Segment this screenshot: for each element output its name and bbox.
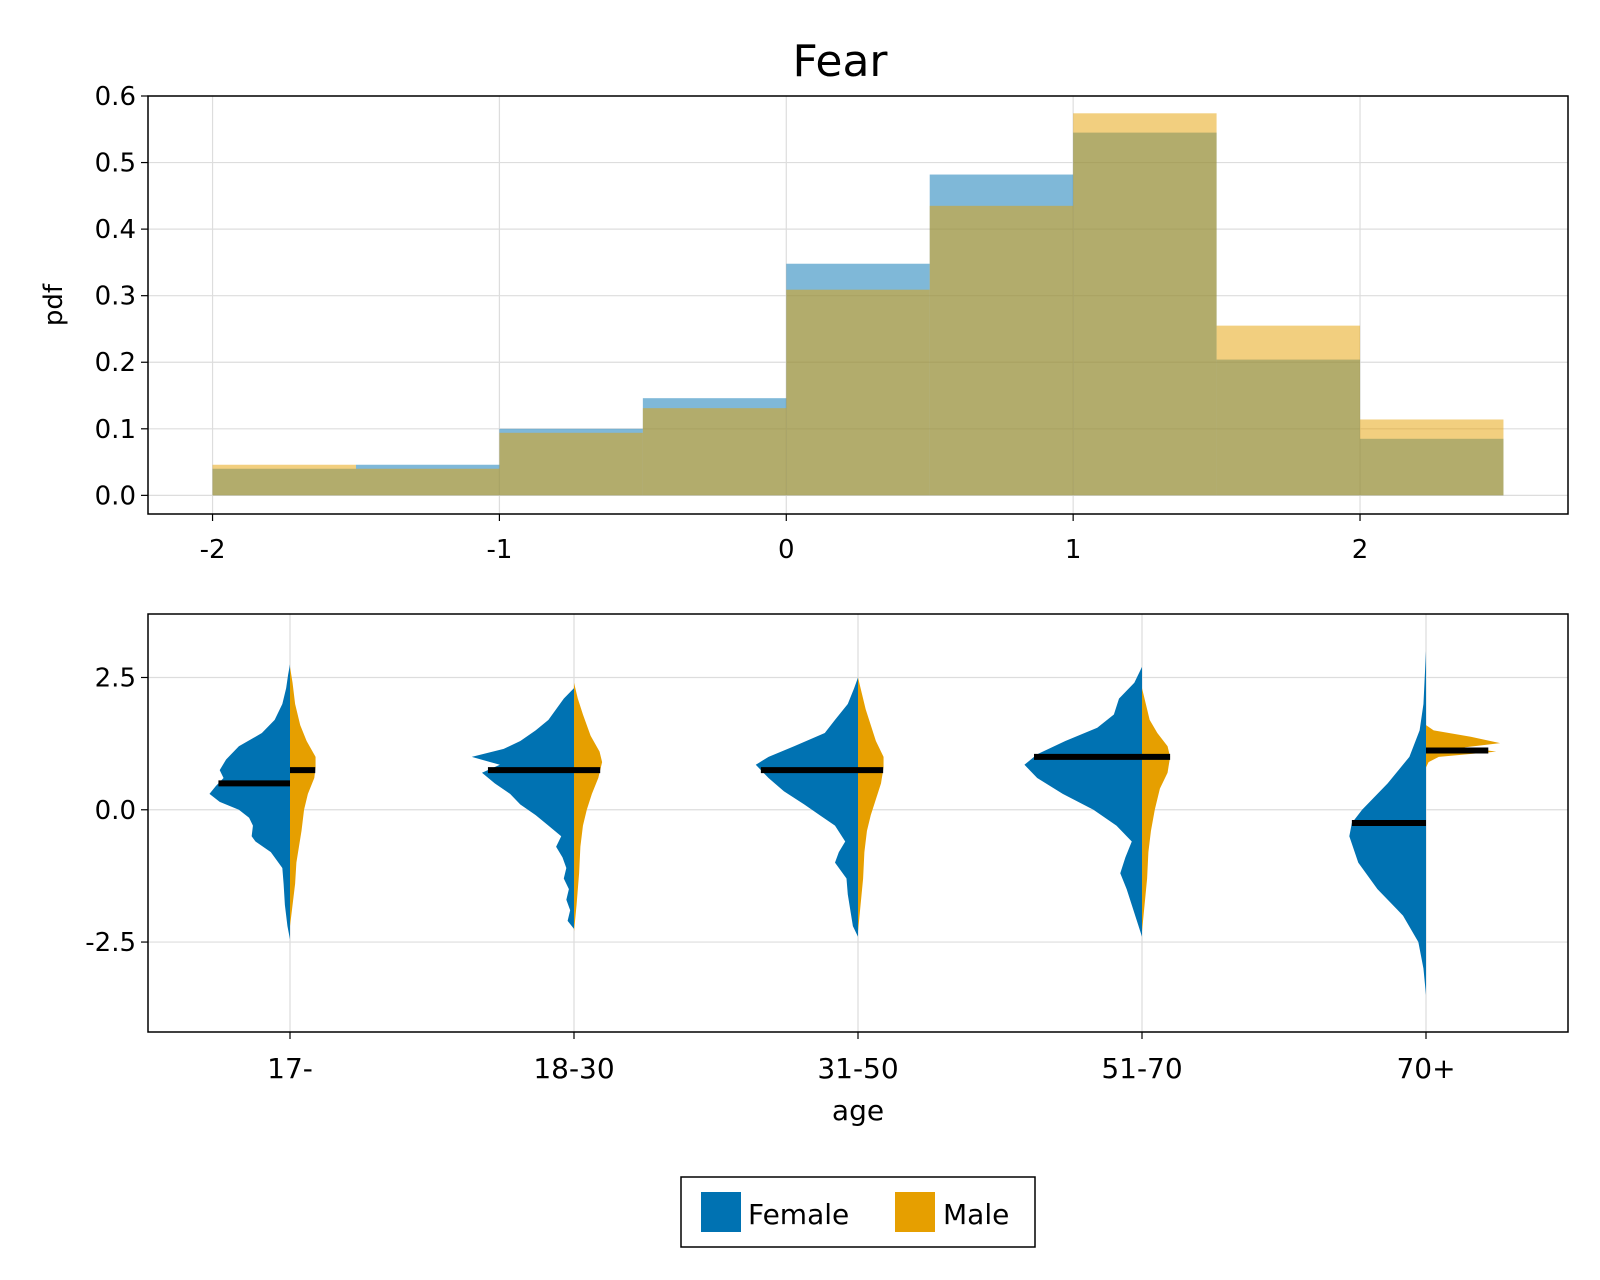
- histogram-frame: [147, 95, 1569, 515]
- violin-x-tick-label: 70+: [1396, 1052, 1455, 1085]
- histogram-x-tick-label: -2: [200, 535, 226, 565]
- histogram-bar-male: [786, 289, 930, 496]
- violin-half-male: [858, 677, 884, 932]
- violin-x-tick-label: 31-50: [817, 1052, 898, 1085]
- histogram-y-tick-label: 0.6: [95, 82, 136, 112]
- legend-box: [680, 1176, 1036, 1248]
- violin-half-female: [755, 677, 858, 937]
- histogram-bar-male: [1360, 419, 1504, 496]
- histogram-x-tick-label: 2: [1352, 535, 1369, 565]
- histogram-y-tick-label: 0.2: [95, 348, 136, 378]
- violin-x-tick-label: 17-: [267, 1052, 313, 1085]
- histogram-bars: [212, 113, 1504, 496]
- histogram-y-tick-label: 0.1: [95, 415, 136, 445]
- histogram-y-tick-label: 0.3: [95, 282, 136, 312]
- histogram-bar-male: [212, 464, 356, 496]
- violin-half-male: [574, 682, 603, 932]
- violin-x-tick-label: 18-30: [533, 1052, 614, 1085]
- violin-x-tick-label: 51-70: [1101, 1052, 1182, 1085]
- histogram-panel: -2 -1 0 1 2 0.0 0.1 0.2 0.3 0.4 0.5 0.6 pdf: [39, 82, 1569, 565]
- legend-label-female: Female: [748, 1198, 849, 1231]
- histogram-y-tick-label: 0.0: [95, 481, 136, 511]
- histogram-x-tick-label: 0: [778, 535, 795, 565]
- violin-ticks: 17- 18-30 31-50 51-70 70+ -2.5 0.0 2.5: [85, 663, 1455, 1085]
- violin-half-female: [471, 688, 574, 929]
- violin-medians: [218, 747, 1489, 826]
- histogram-bar-male: [642, 408, 787, 496]
- histogram-bar-male: [499, 432, 643, 496]
- violin-half-male: [290, 666, 316, 927]
- histogram-bar-male: [929, 205, 1074, 496]
- legend-label-male: Male: [943, 1198, 1009, 1231]
- histogram-y-tick-label: 0.5: [95, 149, 136, 179]
- violin-half-female: [1024, 666, 1142, 937]
- histogram-y-axis-label: pdf: [39, 283, 69, 326]
- violin-y-tick-label: 2.5: [95, 663, 136, 693]
- legend: Female Male: [680, 1176, 1036, 1248]
- histogram-bar-male: [355, 468, 500, 496]
- histogram-x-tick-label: 1: [1065, 535, 1082, 565]
- legend-swatch-female: [701, 1192, 741, 1232]
- histogram-y-tick-label: 0.4: [95, 215, 136, 245]
- violin-half-male: [1426, 725, 1501, 768]
- violin-panel: 17- 18-30 31-50 51-70 70+ -2.5 0.0 2.5 age: [85, 613, 1569, 1127]
- chart-title: Fear: [792, 36, 888, 87]
- violin-x-axis-label: age: [832, 1094, 884, 1127]
- histogram-ticks: -2 -1 0 1 2 0.0 0.1 0.2 0.3 0.4 0.5 0.6: [95, 82, 1369, 565]
- violin-y-tick-label: -2.5: [85, 928, 136, 958]
- violin-half-female: [209, 664, 290, 940]
- histogram-bar-male: [1073, 113, 1217, 496]
- histogram-bar-male: [1216, 325, 1361, 496]
- histogram-x-tick-label: -1: [486, 535, 512, 565]
- legend-swatch-male: [895, 1192, 935, 1232]
- violin-half-male: [1142, 688, 1171, 932]
- violin-y-tick-label: 0.0: [95, 796, 136, 826]
